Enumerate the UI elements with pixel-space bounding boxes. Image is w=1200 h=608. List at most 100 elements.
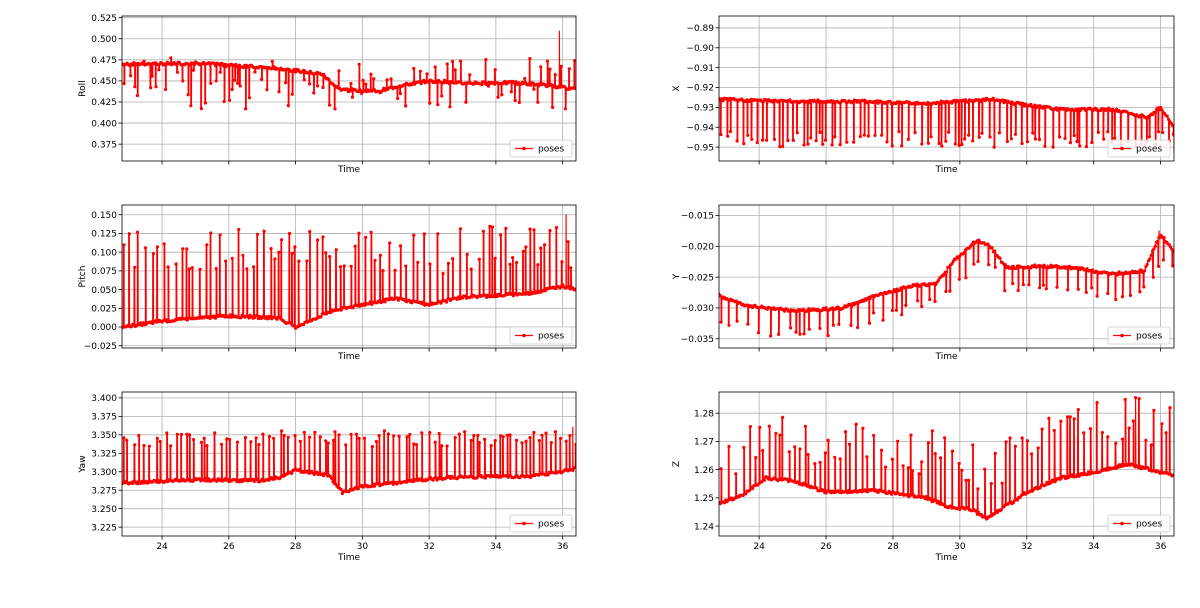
data-point <box>559 436 563 440</box>
data-point <box>292 67 296 71</box>
data-point <box>137 433 141 438</box>
data-point <box>539 65 543 69</box>
data-point <box>1161 130 1165 135</box>
data-point <box>508 262 512 266</box>
data-point <box>809 136 813 140</box>
y-tick-label: −0.035 <box>681 335 714 345</box>
data-point <box>412 442 416 446</box>
data-point <box>255 232 260 236</box>
data-point <box>349 82 353 86</box>
data-point <box>140 323 144 327</box>
data-point <box>205 444 209 448</box>
data-point <box>852 140 856 144</box>
legend-label: poses <box>538 145 564 155</box>
data-point <box>767 424 771 428</box>
data-point <box>354 432 358 436</box>
data-point <box>815 486 819 490</box>
data-point <box>1058 477 1062 481</box>
data-point <box>265 88 269 92</box>
data-point <box>798 332 802 336</box>
series-line <box>719 230 1174 338</box>
y-tick-label: 0.400 <box>91 119 117 129</box>
data-point <box>786 138 790 143</box>
data-point <box>154 85 158 89</box>
data-point <box>719 320 723 324</box>
data-point <box>302 78 306 82</box>
plot-frame <box>718 391 1175 537</box>
data-point <box>548 228 552 233</box>
data-point <box>282 433 286 438</box>
legend-box <box>509 326 573 345</box>
x-tick-label: 36 <box>557 542 569 552</box>
x-axis-label: Time <box>337 553 360 563</box>
data-point <box>781 144 785 148</box>
data-point <box>451 59 455 64</box>
data-point <box>938 456 943 460</box>
data-point <box>269 247 273 251</box>
data-point <box>373 258 377 262</box>
y-tick-label: 0.525 <box>91 14 117 24</box>
data-point <box>875 99 879 103</box>
data-point <box>175 70 179 74</box>
data-point <box>537 84 541 88</box>
data-point <box>831 323 836 327</box>
data-point <box>486 84 491 88</box>
data-point <box>253 70 257 74</box>
x-tick-label: 34 <box>490 542 502 552</box>
y-tick-label: 0.125 <box>91 230 117 240</box>
data-point <box>255 314 259 318</box>
data-point <box>290 251 294 255</box>
data-point <box>436 103 440 107</box>
data-point <box>493 439 497 443</box>
data-point <box>897 130 901 134</box>
data-point <box>1162 236 1166 240</box>
data-point <box>364 82 368 86</box>
data-point <box>1102 137 1106 141</box>
data-point <box>787 450 791 454</box>
legend-label: poses <box>1136 332 1162 342</box>
data-point <box>158 439 162 444</box>
data-point <box>748 425 753 429</box>
data-point <box>1088 472 1092 476</box>
data-point <box>993 249 997 253</box>
data-point <box>1171 264 1174 268</box>
data-point <box>1038 486 1042 490</box>
data-point <box>244 107 248 111</box>
data-point <box>1076 287 1080 291</box>
data-point <box>292 324 296 328</box>
data-point <box>241 253 245 257</box>
legend-box <box>509 139 573 158</box>
data-point <box>1169 121 1173 125</box>
data-point <box>971 139 975 143</box>
legend-box <box>1107 514 1171 533</box>
y-tick-label: 0.150 <box>91 211 117 221</box>
data-point <box>532 228 536 232</box>
data-point <box>1144 438 1148 442</box>
data-point <box>284 81 288 85</box>
data-point <box>900 144 904 148</box>
legend-label: poses <box>538 332 564 342</box>
data-point <box>1153 244 1157 248</box>
data-point <box>795 131 799 135</box>
y-tick-label: −0.015 <box>681 212 714 222</box>
data-point <box>125 438 129 442</box>
data-point <box>139 321 143 325</box>
data-point <box>537 439 541 443</box>
y-tick-label: 0.025 <box>91 305 117 315</box>
data-point <box>321 235 325 239</box>
data-point <box>719 132 723 137</box>
data-point <box>1112 136 1117 140</box>
data-point <box>990 246 994 250</box>
y-tick-label: 0.375 <box>91 140 117 150</box>
data-point <box>837 322 841 326</box>
data-point <box>483 476 487 480</box>
data-point <box>469 438 473 443</box>
data-point <box>913 130 917 135</box>
data-point <box>1157 264 1161 268</box>
data-point <box>1043 483 1048 487</box>
data-point <box>397 434 401 438</box>
data-point <box>122 436 126 440</box>
data-point <box>480 83 484 87</box>
data-point <box>1128 293 1133 297</box>
